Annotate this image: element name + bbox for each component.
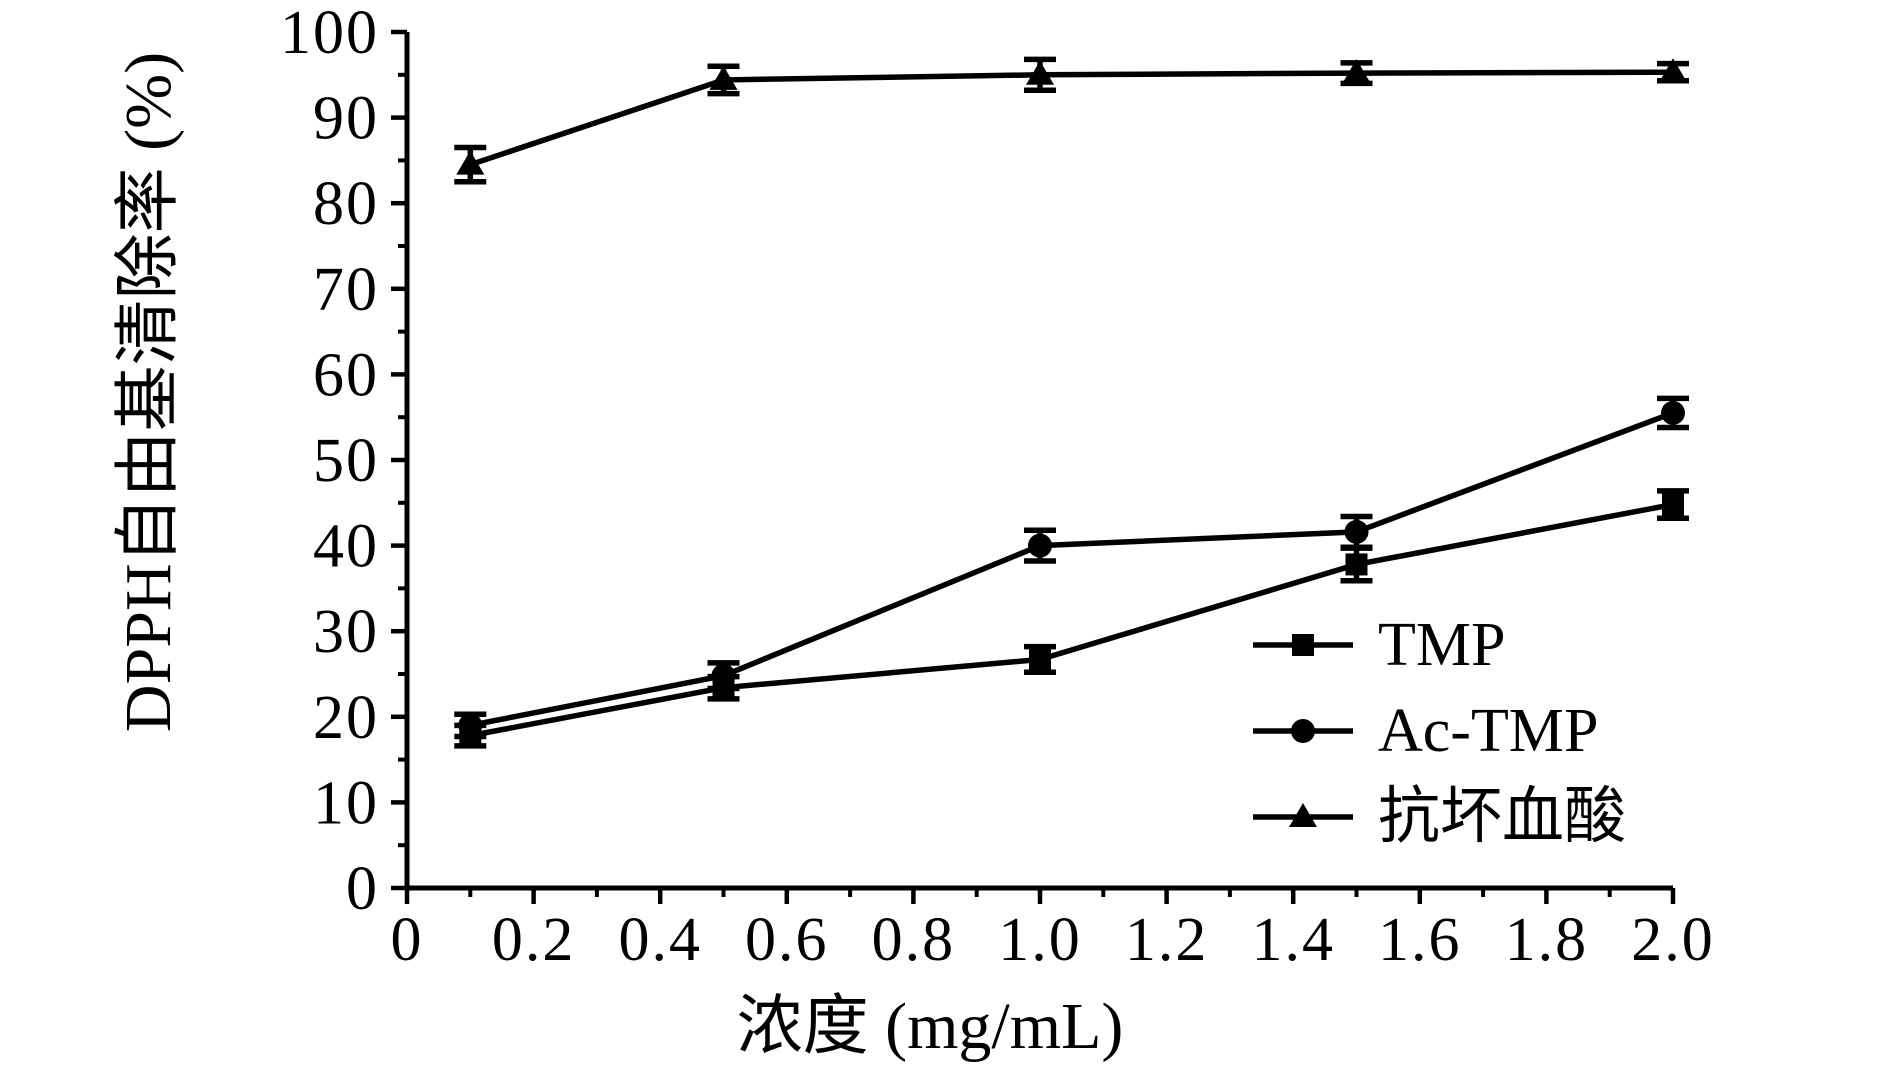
y-tick-label: 40	[313, 513, 379, 581]
data-point-marker	[1345, 553, 1368, 576]
x-tick-label: 1.4	[1251, 906, 1335, 974]
axes: 0 10 20 30 40 50 60 70 80 90 100 0 0.2 0.4 0.6 0.8 1.0 1.…	[280, 0, 1715, 974]
legend: TMP Ac-TMP 抗坏血酸	[1253, 611, 1626, 851]
legend-label: 抗坏血酸	[1378, 783, 1626, 851]
data-point-marker	[1659, 58, 1687, 83]
data-point-marker	[709, 65, 738, 90]
x-tick-label: 1.2	[1125, 906, 1209, 974]
x-tick-label: 0.2	[492, 906, 576, 974]
data-point-marker	[1029, 648, 1051, 671]
x-axis-title: 浓度 (mg/mL)	[737, 990, 1124, 1063]
y-tick-label: 10	[313, 769, 379, 837]
x-tick-label: 1.6	[1378, 906, 1462, 974]
y-tick-label: 60	[313, 341, 379, 409]
legend-square-marker	[1292, 634, 1314, 656]
data-point-marker	[1662, 493, 1684, 516]
legend-label: TMP	[1378, 611, 1505, 679]
series-line	[469, 69, 1674, 168]
y-tick-label: 50	[313, 427, 379, 495]
data-point-marker	[1342, 59, 1371, 84]
data-point-marker	[1028, 533, 1052, 558]
data-point-marker	[458, 713, 483, 738]
y-tick-label: 20	[313, 684, 379, 752]
series-Ac-TMP	[454, 395, 1689, 740]
y-tick-label: 70	[313, 256, 379, 324]
x-tick-label: 0.6	[745, 906, 829, 974]
y-tick-label: 100	[280, 0, 379, 67]
legend-label: Ac-TMP	[1378, 697, 1598, 765]
y-axis-title: DPPH自由基清除率 (%)	[112, 52, 185, 732]
data-point-marker	[1344, 519, 1369, 544]
y-tick-label: 80	[313, 170, 379, 238]
legend-item-抗坏血酸: 抗坏血酸	[1253, 783, 1626, 851]
legend-item-Ac-TMP: Ac-TMP	[1253, 697, 1598, 765]
data-point-marker	[1026, 60, 1054, 85]
data-point-marker	[1661, 400, 1685, 425]
series-lines	[454, 56, 1689, 749]
y-tick-label: 30	[313, 598, 379, 666]
data-point-marker	[456, 150, 485, 175]
y-tick-label: 90	[313, 85, 379, 153]
x-tick-label: 1.8	[1505, 906, 1589, 974]
y-tick-label: 0	[346, 855, 379, 923]
legend-triangle-marker	[1289, 803, 1317, 827]
x-tick-label: 0.4	[618, 906, 702, 974]
x-tick-label: 0	[391, 906, 424, 974]
x-tick-label: 0.8	[872, 906, 956, 974]
legend-circle-marker	[1291, 719, 1315, 743]
legend-item-TMP: TMP	[1253, 611, 1505, 679]
x-tick-label: 2.0	[1631, 906, 1715, 974]
x-tick-label: 1.0	[998, 906, 1082, 974]
series-抗坏血酸	[454, 56, 1689, 185]
data-point-marker	[711, 663, 736, 688]
